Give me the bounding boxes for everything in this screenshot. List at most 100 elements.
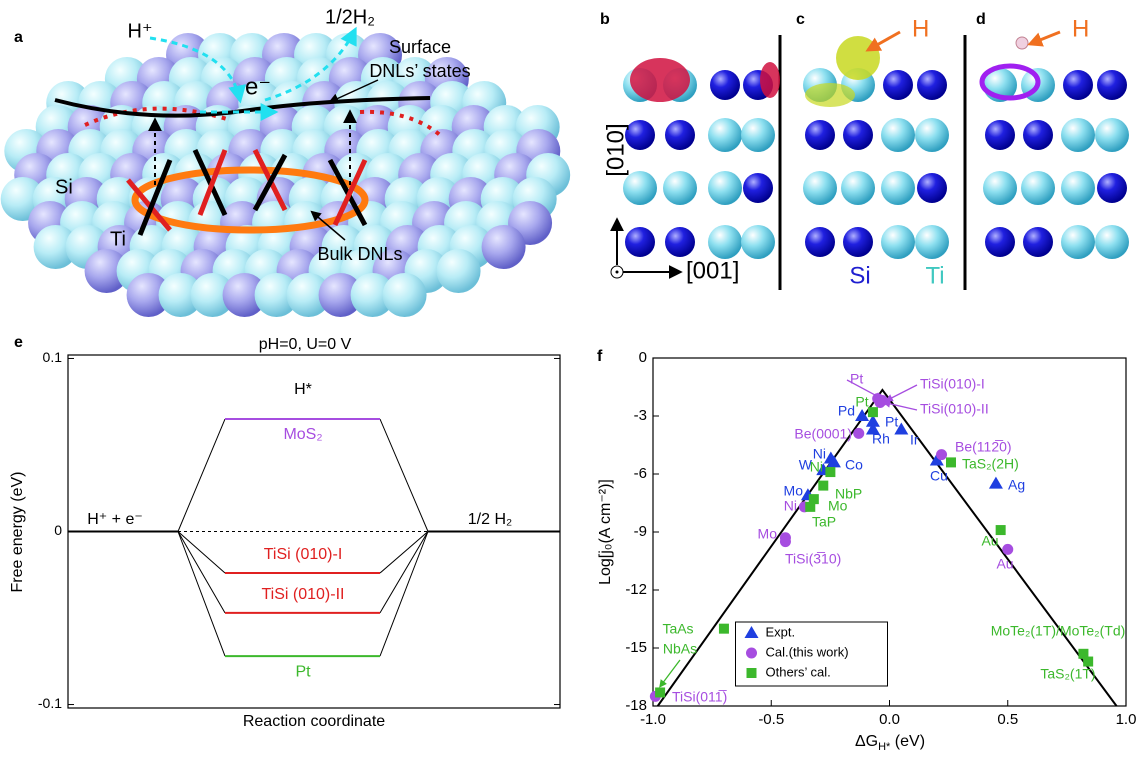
- atom: [1023, 227, 1053, 257]
- label: 1/2H₂: [325, 6, 375, 28]
- atom: [985, 227, 1015, 257]
- label: Ti: [110, 228, 126, 250]
- marker: [875, 397, 886, 408]
- atom: [1061, 225, 1095, 259]
- atom: [1095, 118, 1129, 152]
- x-axis-label-part: (eV): [890, 733, 925, 750]
- label: H: [1072, 15, 1089, 42]
- level-label: TiSi (010)-I: [264, 546, 343, 563]
- marker: [936, 449, 947, 460]
- atom: [915, 225, 949, 259]
- point-label: NbAs: [663, 641, 697, 657]
- state-label: H⁺ + e⁻: [87, 511, 143, 528]
- label: e⁻: [245, 73, 271, 100]
- point-label: Be(112̅0): [955, 439, 1012, 455]
- atom: [881, 118, 915, 152]
- label: H: [912, 15, 929, 42]
- point-label: Au: [981, 533, 998, 549]
- axis-label: [010]: [602, 123, 629, 176]
- atom: [708, 171, 742, 205]
- atom: [915, 118, 949, 152]
- atom: [383, 273, 427, 317]
- pointer: [1030, 32, 1060, 44]
- atom: [482, 225, 526, 269]
- panel-label: b: [600, 11, 610, 28]
- legend-label: Expt.: [766, 624, 796, 639]
- label: Ti: [925, 262, 944, 289]
- point-label: TiSi(3̅10): [785, 551, 841, 567]
- atom: [743, 173, 773, 203]
- atom: [1063, 70, 1093, 100]
- point-label: Ni: [784, 498, 797, 514]
- x-axis-label-part: ΔG: [855, 733, 878, 750]
- atom: [881, 171, 915, 205]
- isosurface: [836, 36, 880, 80]
- leader: [886, 385, 917, 401]
- x-tick-label: 1.0: [1116, 711, 1137, 728]
- marker: [1002, 544, 1013, 555]
- label: Surface: [389, 37, 451, 57]
- atom: [741, 118, 775, 152]
- atom: [803, 171, 837, 205]
- x-tick-label: 0.0: [879, 711, 900, 728]
- y-tick-label: -15: [625, 639, 647, 656]
- axis-origin: [616, 271, 619, 274]
- x-tick-label: -0.5: [758, 711, 784, 728]
- level-label: Pt: [295, 663, 311, 680]
- atom: [708, 118, 742, 152]
- atom: [1023, 120, 1053, 150]
- point-label: Pt: [885, 414, 898, 430]
- point-label: TaAs: [662, 621, 693, 637]
- point-label: TaS₂(2H): [962, 456, 1019, 472]
- point-label: Pt: [850, 371, 863, 387]
- marker: [780, 536, 791, 547]
- leader: [660, 660, 680, 686]
- point-label: TaP: [812, 514, 836, 530]
- atom: [881, 225, 915, 259]
- atom: [708, 225, 742, 259]
- atom: [1095, 225, 1129, 259]
- atom: [1097, 173, 1127, 203]
- atom: [917, 173, 947, 203]
- y-axis-label: Log[j₀(A cm⁻²)]: [597, 479, 614, 585]
- atom-layer: [1, 33, 570, 317]
- atom: [1097, 70, 1127, 100]
- point-label: MoTe₂(1T)/MoTe₂(Td): [991, 623, 1126, 639]
- point-label: TiSi(010)-I: [920, 376, 985, 392]
- leader: [884, 402, 917, 410]
- legend-marker: [746, 648, 757, 659]
- y-tick-label: 0.1: [43, 349, 63, 365]
- x-tick-label: 0.5: [997, 711, 1018, 728]
- marker: [825, 467, 835, 477]
- marker: [805, 502, 815, 512]
- label: Si: [55, 176, 73, 198]
- atom: [625, 227, 655, 257]
- atom: [917, 70, 947, 100]
- atom: [805, 227, 835, 257]
- panel-label: c: [796, 11, 805, 28]
- label: DNLs’ states: [369, 61, 470, 81]
- marker: [818, 481, 828, 491]
- atom: [843, 120, 873, 150]
- label: Si: [849, 262, 870, 289]
- atom: [1021, 171, 1055, 205]
- point-label: Ir: [910, 432, 919, 448]
- state-label: H*: [294, 381, 312, 398]
- y-axis-label: Free energy (eV): [9, 472, 26, 593]
- panel-label: e: [14, 334, 23, 351]
- atom: [437, 249, 481, 293]
- atom: [1061, 171, 1095, 205]
- chart-title: pH=0, U=0 V: [259, 336, 352, 353]
- chart-e: e pH=0, U=0 V Free energy (eV) Reaction coo…: [9, 334, 560, 730]
- point-label: Cu: [930, 468, 948, 484]
- marker: [655, 687, 665, 697]
- point-label: Be(0001): [794, 426, 852, 442]
- point-label: NbP: [835, 486, 862, 502]
- x-axis-label: Reaction coordinate: [243, 713, 385, 730]
- pointer: [868, 32, 900, 50]
- marker: [946, 457, 956, 467]
- y-tick-label: 0: [639, 349, 647, 366]
- point-label: Ni: [810, 459, 823, 475]
- atom: [1061, 118, 1095, 152]
- plot-frame: [653, 358, 1126, 706]
